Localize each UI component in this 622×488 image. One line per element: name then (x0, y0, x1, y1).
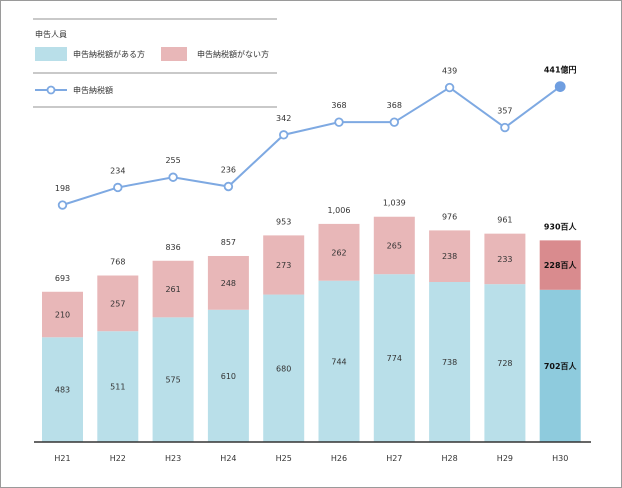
bar-with-tax (373, 274, 415, 442)
legend-label-tax-amount: 申告納税額 (73, 85, 113, 95)
line-value-label: 439 (442, 67, 457, 76)
line-value-label: 357 (497, 107, 512, 116)
label-without-tax: 210 (55, 311, 70, 320)
bar-with-tax (97, 331, 139, 442)
label-without-tax: 273 (276, 261, 291, 270)
label-without-tax: 261 (165, 285, 180, 294)
line-series-tax-amount (62, 85, 561, 206)
bar-without-tax (42, 291, 83, 338)
line-point (113, 182, 123, 193)
label-total: 857 (221, 238, 236, 247)
x-tick-label: H27 (386, 454, 402, 463)
label-without-tax: 257 (110, 299, 125, 308)
line-point (223, 181, 234, 192)
line-point (444, 82, 455, 93)
legend-swatch-without-tax (161, 47, 187, 61)
label-with-tax: 575 (165, 376, 180, 385)
bars-layer (42, 216, 581, 442)
label-total: 953 (276, 217, 291, 226)
bar-with-tax (207, 309, 249, 442)
legend-swatch-with-tax (35, 47, 67, 61)
bar-without-tax (318, 223, 360, 281)
label-without-tax: 248 (221, 279, 236, 288)
label-with-tax: 728 (497, 359, 512, 368)
line-point (279, 130, 289, 140)
label-with-tax: 774 (387, 354, 402, 363)
label-total: 1,006 (328, 206, 351, 215)
line-point (168, 172, 178, 182)
bar-with-tax (263, 294, 305, 442)
line-value-label: 255 (165, 156, 180, 165)
label-with-tax: 680 (276, 364, 291, 373)
bar-without-tax (263, 235, 305, 295)
line-value-label: 198 (55, 184, 70, 193)
label-total: 961 (497, 216, 512, 225)
bar-without-tax (539, 240, 581, 290)
x-tick-label: H23 (165, 454, 181, 463)
legend-label-without-tax: 申告納税額がない方 (197, 49, 269, 59)
legend-label-with-tax: 申告納税額がある方 (73, 49, 145, 59)
line-value-label: 234 (110, 166, 125, 175)
line-point (554, 81, 566, 93)
label-without-tax: 238 (442, 252, 457, 261)
bar-with-tax (539, 289, 581, 442)
x-tick-label: H25 (276, 454, 292, 463)
bar-with-tax (429, 282, 471, 442)
label-without-tax: 233 (497, 255, 512, 264)
bar-with-tax (484, 284, 526, 442)
label-with-tax: 511 (110, 383, 125, 392)
x-tick-label: H28 (441, 454, 457, 463)
label-with-tax: 702百人 (544, 361, 578, 371)
label-total: 836 (165, 243, 180, 252)
label-with-tax: 483 (55, 386, 70, 395)
label-total: 930百人 (544, 221, 578, 231)
x-tick-label: H24 (220, 454, 236, 463)
bar-without-tax (97, 275, 139, 332)
bar-without-tax (484, 233, 526, 285)
line-layer (57, 81, 566, 210)
x-tick-label: H30 (552, 454, 568, 463)
x-tick-label: H29 (497, 454, 513, 463)
label-without-tax: 228百人 (544, 260, 578, 270)
line-value-label: 236 (221, 165, 236, 174)
x-tick-label: H22 (110, 454, 126, 463)
line-value-label: 368 (387, 101, 402, 110)
line-value-label: 441億円 (544, 65, 577, 75)
line-value-label: 342 (276, 114, 291, 123)
bar-with-tax (318, 280, 360, 442)
label-with-tax: 744 (331, 357, 346, 366)
labels-layer: 483 210 693 H21 511 257 768 H22 575 261 836 H23 610 2… (54, 65, 577, 463)
bar-without-tax (152, 260, 194, 318)
label-total: 768 (110, 257, 125, 266)
line-point (57, 200, 68, 210)
line-value-label: 368 (331, 101, 346, 110)
x-tick-label: H21 (54, 454, 70, 463)
bar-with-tax (42, 337, 83, 442)
label-total: 693 (55, 274, 70, 283)
legend-line-marker (46, 85, 56, 95)
bar-without-tax (207, 255, 249, 310)
bar-without-tax (429, 230, 471, 283)
label-total: 976 (442, 212, 457, 221)
line-point (389, 117, 399, 127)
line-point (334, 117, 344, 127)
label-total: 1,039 (383, 199, 406, 208)
label-without-tax: 265 (387, 241, 402, 250)
legend-group-title: 申告人員 (35, 29, 67, 39)
bar-without-tax (373, 216, 415, 275)
label-with-tax: 610 (221, 372, 236, 381)
label-with-tax: 738 (442, 358, 457, 367)
line-point (500, 122, 510, 133)
bar-with-tax (152, 317, 194, 442)
x-tick-label: H26 (331, 454, 347, 463)
label-without-tax: 262 (331, 248, 346, 257)
